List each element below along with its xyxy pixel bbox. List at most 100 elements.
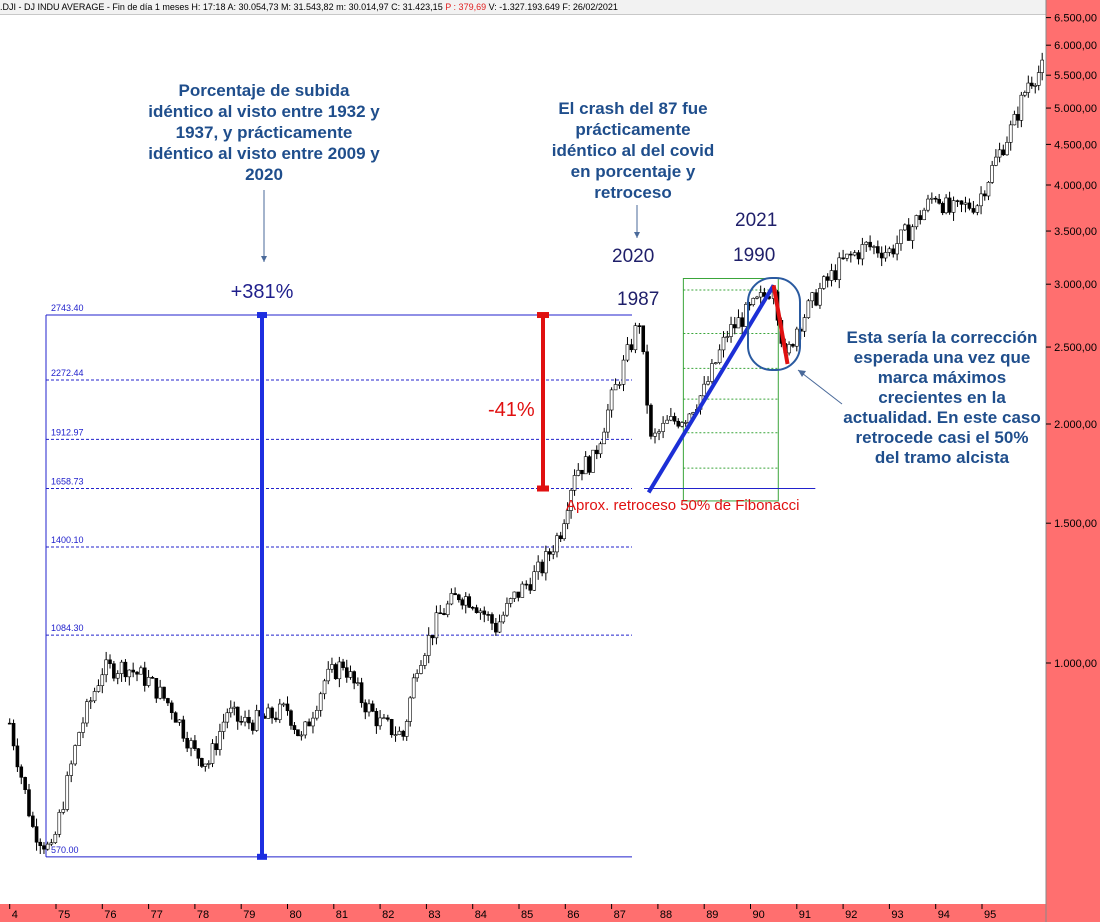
candle-body xyxy=(203,763,208,767)
candle-body xyxy=(829,270,834,281)
candle-body xyxy=(463,596,468,606)
candle-body xyxy=(555,535,559,553)
correction-note-pointer xyxy=(797,369,843,405)
y-tick-label: 3.000,00 xyxy=(1054,279,1097,291)
x-tick-label: 84 xyxy=(475,909,487,921)
candle-body xyxy=(940,203,945,214)
candle-body xyxy=(352,671,356,684)
candle-body xyxy=(467,596,472,608)
candle-body xyxy=(706,381,710,385)
candle-body xyxy=(814,292,818,306)
candle-body xyxy=(189,740,193,749)
candle-body xyxy=(266,707,271,719)
candle-body xyxy=(318,693,323,711)
candle-body xyxy=(606,409,610,433)
candle-body xyxy=(348,671,353,678)
fib-level-label: 1400.10 xyxy=(51,535,84,545)
candle-body xyxy=(92,691,97,702)
candle-body xyxy=(891,248,896,255)
candle-body xyxy=(228,707,233,714)
candle-body xyxy=(235,706,240,722)
candle-body xyxy=(967,202,972,209)
candle-body xyxy=(672,416,677,422)
candle-body xyxy=(683,422,688,424)
candle-body xyxy=(587,456,592,473)
label-1990: 1990 xyxy=(733,245,775,266)
x-tick-label: 80 xyxy=(290,909,302,921)
candle-body xyxy=(296,729,300,737)
x-tick-label: 94 xyxy=(938,909,950,921)
label-1987: 1987 xyxy=(617,289,659,310)
candle-body xyxy=(311,717,315,727)
candle-body xyxy=(617,384,622,386)
price-axis xyxy=(1046,0,1100,922)
y-tick-label: 2.500,00 xyxy=(1054,342,1097,354)
candle-body xyxy=(299,734,304,737)
candle-body xyxy=(389,719,394,736)
candle-body xyxy=(177,719,182,723)
candle-body xyxy=(501,614,506,623)
fib-level-label: 2743.40 xyxy=(51,303,84,313)
candle-body xyxy=(868,241,872,248)
candle-body xyxy=(918,215,923,221)
candle-body xyxy=(1023,92,1027,96)
candle-body xyxy=(411,677,416,699)
candle-body xyxy=(986,182,991,197)
candle-body xyxy=(576,469,581,476)
candle-body xyxy=(169,702,174,714)
candle-body xyxy=(1026,82,1031,93)
candle-body xyxy=(755,296,759,299)
fib-level-label: 570.00 xyxy=(51,845,79,855)
candle-body xyxy=(96,685,101,692)
candle-body xyxy=(112,663,116,679)
candle-body xyxy=(818,288,822,306)
drop-arrow-cap-bottom xyxy=(537,485,549,492)
candle-body xyxy=(641,325,646,353)
candle-body xyxy=(142,667,147,686)
candle-body xyxy=(42,845,46,850)
candle-body xyxy=(602,431,606,445)
pct-rise-note: Porcentaje de subida idéntico al visto e… xyxy=(148,81,380,184)
y-tick-label: 6.000,00 xyxy=(1054,40,1097,52)
header-symbol: .DJI - DJ INDU AVERAGE xyxy=(0,2,105,12)
candle-body xyxy=(200,758,204,767)
candle-body xyxy=(657,431,661,434)
candle-body xyxy=(119,661,124,674)
candle-body xyxy=(833,270,838,281)
candle-body xyxy=(34,826,39,843)
header-volume: V: -1.327.193.649 xyxy=(488,2,560,12)
candle-body xyxy=(344,667,349,678)
candle-body xyxy=(787,344,791,354)
candle-body xyxy=(562,523,566,540)
candle-body xyxy=(852,252,857,256)
label-2021: 2021 xyxy=(735,210,777,231)
candle-body xyxy=(633,325,638,351)
candle-body xyxy=(221,721,226,732)
candle-body xyxy=(166,698,170,704)
candle-body xyxy=(289,710,293,726)
candle-body xyxy=(307,721,311,727)
candle-body xyxy=(825,276,830,281)
candle-body xyxy=(736,317,741,329)
candle-body xyxy=(146,677,151,686)
candle-body xyxy=(77,732,81,746)
candle-body xyxy=(565,510,570,525)
candle-body xyxy=(621,359,626,385)
candle-body xyxy=(104,659,108,676)
fib-level-label: 1912.97 xyxy=(51,427,84,437)
candle-body xyxy=(914,215,919,228)
label-2020: 2020 xyxy=(612,246,654,267)
candle-body xyxy=(49,842,54,845)
candle-body xyxy=(572,475,577,491)
candle-body xyxy=(123,661,128,678)
candle-body xyxy=(520,583,525,598)
correction-highlight xyxy=(747,277,801,371)
candle-body xyxy=(333,664,338,680)
candle-body xyxy=(955,200,960,202)
candle-body xyxy=(150,677,155,679)
fib-level-label: 1658.73 xyxy=(51,477,84,487)
candle-body xyxy=(225,712,230,723)
candle-body xyxy=(598,443,603,455)
candle-body xyxy=(65,775,70,810)
candle-body xyxy=(729,324,733,337)
